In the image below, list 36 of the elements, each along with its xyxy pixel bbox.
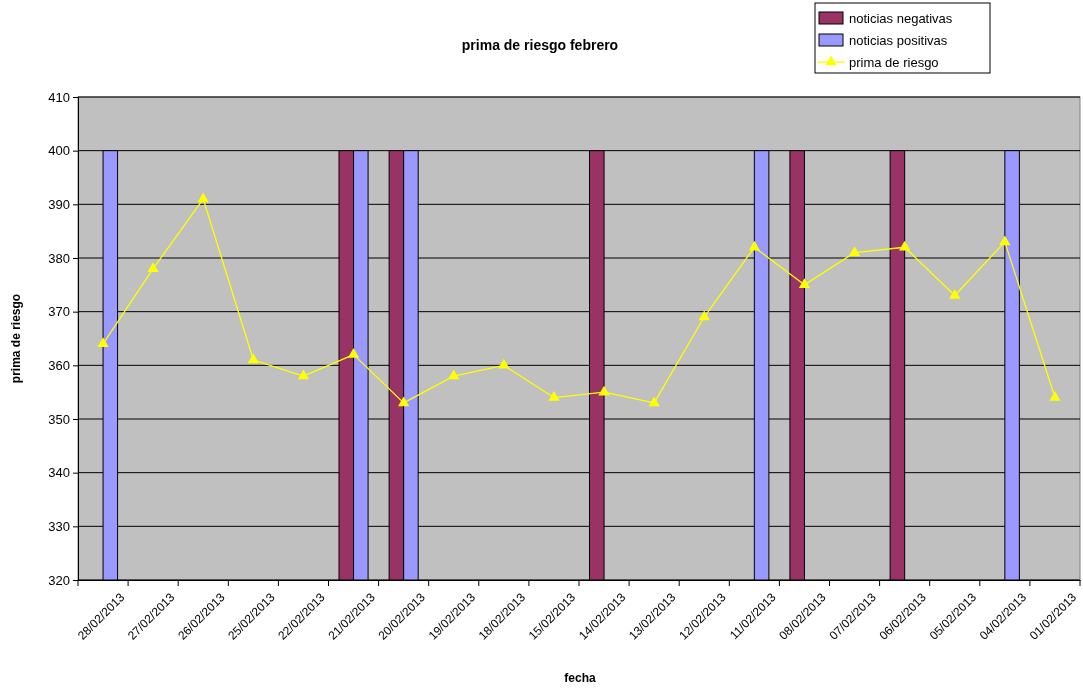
point — [448, 369, 460, 380]
y-tick-label: 390 — [48, 196, 70, 212]
point — [147, 262, 159, 272]
point — [899, 240, 911, 251]
legend-label: noticias positivas — [849, 32, 948, 48]
point — [548, 391, 560, 401]
y-tick-label: 370 — [48, 304, 70, 320]
y-tick-label: 340 — [48, 465, 70, 481]
y-tick-label: 400 — [48, 143, 70, 159]
chart-title: prima de riesgo febrero — [461, 37, 619, 53]
point — [197, 192, 209, 203]
point — [1049, 391, 1061, 401]
y-tick-label: 350 — [48, 411, 70, 427]
point — [398, 396, 410, 407]
y-tick-label: 410 — [48, 89, 70, 105]
legend-label: noticias negativas — [849, 10, 953, 26]
point — [949, 289, 961, 299]
y-tick-label: 320 — [48, 572, 70, 588]
point — [498, 358, 510, 369]
y-axis-title: prima de riesgo — [9, 293, 23, 384]
point — [698, 310, 710, 321]
y-tick-label: 330 — [48, 518, 70, 534]
x-axis-title: fecha — [564, 671, 596, 685]
point — [347, 348, 360, 358]
y-tick-label: 360 — [48, 357, 70, 373]
point — [648, 396, 660, 407]
point — [598, 385, 610, 396]
point — [848, 246, 861, 256]
y-tick-label: 380 — [48, 250, 70, 266]
point — [297, 369, 310, 380]
legend-label: prima de riesgo — [849, 54, 939, 70]
point — [748, 240, 760, 251]
point — [798, 278, 811, 289]
point — [999, 235, 1011, 246]
point — [247, 353, 259, 364]
point — [97, 337, 109, 348]
